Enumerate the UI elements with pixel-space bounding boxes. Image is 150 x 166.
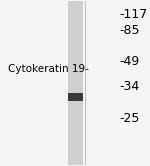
Text: -25: -25 (119, 112, 140, 125)
Text: Cytokeratin 19-: Cytokeratin 19- (8, 64, 89, 74)
Text: -85: -85 (119, 24, 140, 37)
FancyBboxPatch shape (68, 93, 84, 101)
Text: -49: -49 (119, 55, 140, 68)
FancyBboxPatch shape (68, 1, 84, 165)
Text: -117: -117 (119, 8, 148, 21)
Text: -34: -34 (119, 80, 140, 93)
